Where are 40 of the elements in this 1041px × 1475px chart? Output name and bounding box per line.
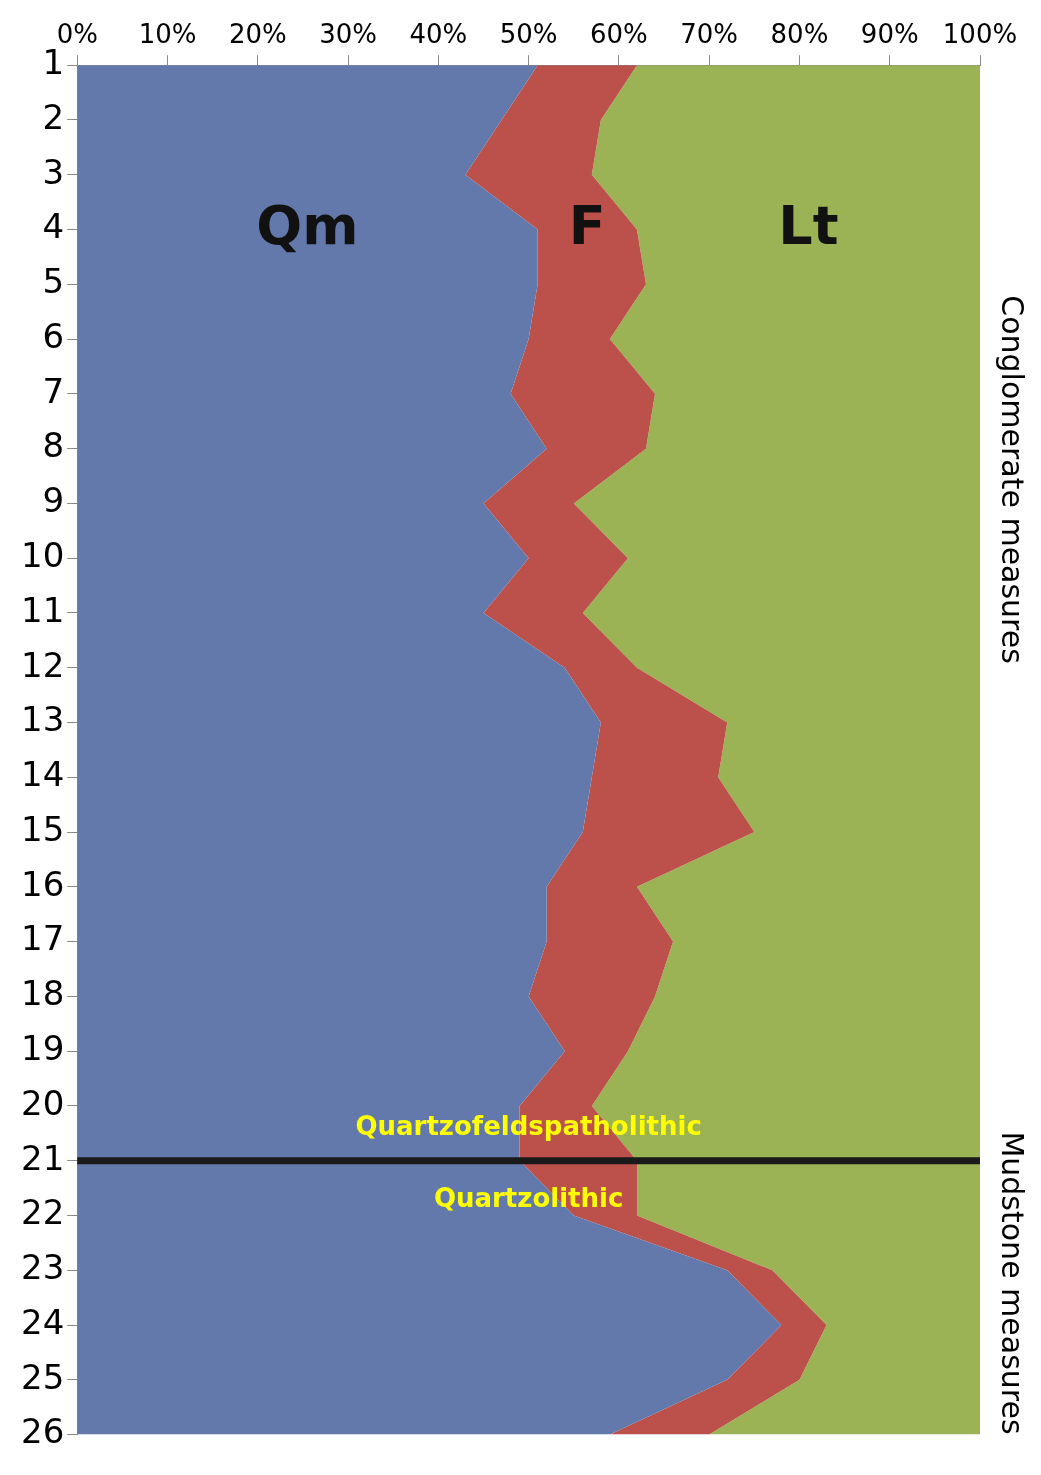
x-tick-label: 30% [319, 19, 377, 50]
text: Conglomerate measures [995, 295, 1031, 664]
y-tick-label: 12 [21, 644, 65, 685]
series-label: F [568, 193, 606, 257]
x-tick-label: 20% [228, 19, 287, 50]
text: Mudstone measures [995, 1131, 1031, 1435]
y-tick-label: 24 [21, 1301, 65, 1342]
y-tick-label: 7 [42, 370, 65, 411]
x-tick-label: 60% [590, 19, 648, 50]
y-tick-label: 19 [21, 1028, 65, 1068]
y-tick-label: 11 [21, 589, 65, 630]
y-tick-label: 15 [21, 808, 65, 849]
series-label: Qm [256, 193, 359, 257]
x-tick-label: 50% [499, 19, 558, 50]
y-tick-label: 5 [42, 261, 65, 302]
y-tick-label: 8 [42, 425, 65, 466]
y-tick-label: 25 [21, 1356, 65, 1397]
x-tick-label: 40% [409, 19, 468, 50]
y-tick-label: 20 [21, 1082, 65, 1123]
y-tick-label: 17 [21, 918, 65, 959]
y-tick-label: 23 [21, 1247, 65, 1288]
y-tick-label: 6 [42, 315, 65, 356]
y-tick-label: 18 [21, 973, 65, 1014]
y-tick-label: 3 [42, 151, 65, 192]
y-tick-label: 21 [21, 1137, 65, 1178]
y-tick-label: 22 [21, 1192, 65, 1233]
y-tick-label: 16 [21, 863, 65, 904]
x-tick-label: 90% [860, 19, 919, 50]
y-tick-label: 4 [42, 206, 65, 247]
y-tick-label: 10 [21, 535, 65, 576]
y-tick-label: 13 [21, 699, 65, 740]
x-tick-label: 10% [138, 19, 197, 50]
x-tick-label: 100% [942, 19, 1018, 50]
y-tick-label: 2 [42, 96, 65, 137]
y-tick-label: 14 [21, 754, 65, 795]
x-tick-label: 80% [770, 19, 829, 50]
x-tick-label: 70% [680, 19, 739, 50]
y-tick-label: 26 [21, 1411, 65, 1452]
series-label: Lt [778, 193, 839, 257]
y-tick-label: 9 [42, 480, 65, 521]
